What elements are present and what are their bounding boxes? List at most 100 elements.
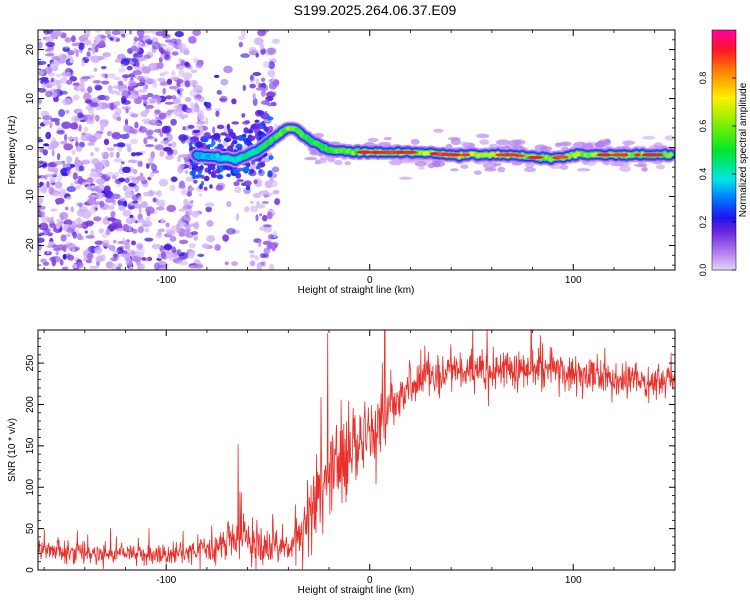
halo-blob (634, 163, 648, 168)
heatmap-x-ticks: -100 0 100 (43, 30, 656, 286)
noise-blob (65, 233, 72, 238)
colorbar-cell (712, 243, 736, 247)
noise-blob (145, 104, 154, 109)
noise-blob (42, 149, 48, 156)
noise-blob (122, 223, 130, 232)
noise-blob (151, 41, 161, 50)
noise-blob (189, 89, 198, 97)
noise-blob (146, 136, 155, 140)
heatmap-noise-blobs (38, 30, 675, 270)
noise-blob (248, 47, 257, 52)
noise-blob (102, 232, 108, 239)
cluster-blob (217, 143, 223, 148)
noise-blob (154, 144, 164, 151)
noise-blob (193, 236, 199, 241)
y-tick-label: 100 (25, 478, 36, 495)
noise-blob (38, 203, 42, 211)
noise-blob (159, 72, 166, 77)
ridge-hotspot (450, 153, 460, 157)
figure-title: S199.2025.264.06.37.E09 (294, 2, 457, 18)
noise-blob (84, 39, 92, 46)
halo-blob (656, 164, 665, 170)
noise-blob (86, 134, 93, 142)
noise-blob (43, 143, 50, 147)
cluster-blob (248, 135, 256, 141)
cluster-blob (265, 126, 270, 133)
cluster-blob (226, 123, 231, 131)
colorbar-cell (712, 198, 736, 202)
noise-blob (38, 78, 41, 82)
noise-blob (81, 159, 91, 165)
noise-blob (69, 123, 78, 130)
ridge-hotspot (359, 150, 372, 154)
halo-blob (334, 159, 343, 166)
colorbar-cell (712, 246, 736, 250)
noise-blob (67, 50, 75, 56)
noise-blob (94, 240, 104, 246)
noise-blob (273, 230, 277, 239)
cluster-blob (203, 101, 208, 106)
snr-y-label: SNR (10 * v/v) (7, 418, 18, 482)
noise-blob (114, 101, 121, 106)
cluster-blob (192, 129, 201, 134)
colorbar-cell (712, 219, 736, 223)
noise-blob (44, 53, 55, 57)
noise-blob (125, 258, 133, 267)
noise-blob (127, 159, 138, 164)
noise-blob (147, 176, 152, 181)
noise-blob (56, 130, 65, 135)
ridge-hotspot (526, 155, 544, 160)
noise-blob (240, 53, 250, 58)
noise-blob (73, 263, 77, 269)
noise-blob (163, 244, 173, 251)
colorbar-cell (712, 204, 736, 208)
noise-blob (238, 41, 243, 48)
noise-blob (56, 83, 62, 91)
noise-blob (116, 116, 122, 122)
noise-blob (164, 54, 170, 60)
noise-blob (190, 199, 194, 204)
cluster-blob (267, 116, 274, 121)
noise-blob (94, 35, 102, 43)
noise-blob (124, 177, 130, 184)
noise-blob (87, 246, 92, 252)
noise-blob (169, 184, 176, 192)
noise-blob (177, 255, 187, 261)
noise-blob (160, 140, 165, 145)
noise-blob (110, 102, 114, 111)
ridge-hotspot (507, 153, 516, 157)
cluster-blob (188, 142, 193, 149)
cluster-blob (218, 138, 221, 143)
noise-blob (81, 76, 91, 80)
colorbar-cell (712, 213, 736, 217)
noise-blob (113, 76, 122, 81)
noise-blob (267, 47, 277, 55)
noise-blob (92, 80, 102, 84)
noise-blob (111, 193, 121, 200)
noise-blob (101, 80, 110, 85)
noise-blob (89, 102, 99, 108)
cluster-blob (268, 155, 274, 161)
cluster-blob (232, 168, 239, 175)
noise-blob (186, 108, 196, 114)
noise-blob (83, 126, 88, 133)
noise-blob (173, 108, 184, 117)
noise-blob (144, 84, 149, 90)
noise-blob (97, 94, 107, 101)
noise-blob (177, 78, 182, 85)
noise-blob (84, 55, 94, 60)
noise-blob (167, 136, 173, 142)
noise-blob (93, 67, 98, 72)
noise-blob (63, 143, 74, 151)
snr-x-ticks: -100 0 100 (43, 330, 656, 586)
noise-blob (249, 260, 256, 267)
halo-blob (525, 162, 535, 169)
noise-blob (114, 107, 123, 115)
noise-blob (189, 243, 196, 249)
noise-blob (171, 70, 176, 77)
colorbar-cell (712, 33, 736, 37)
noise-blob (105, 197, 115, 203)
noise-blob (130, 251, 138, 255)
colorbar-cell (712, 195, 736, 199)
noise-blob (38, 197, 44, 201)
